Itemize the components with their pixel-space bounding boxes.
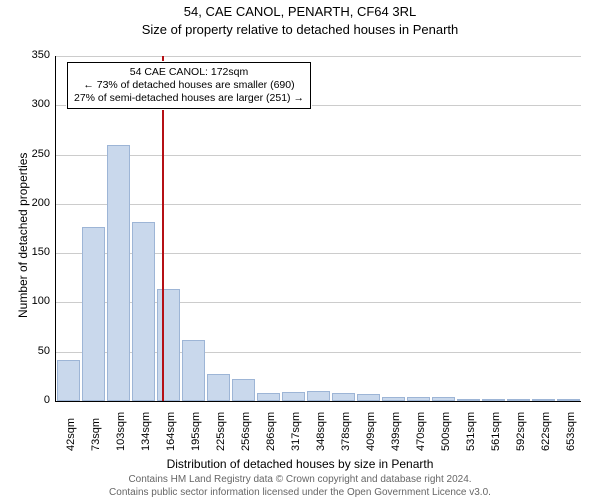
y-tick-label: 50 [38,345,50,357]
x-tick-label: 195sqm [190,412,202,451]
x-tick-label: 622sqm [540,412,552,451]
legend-line3: 27% of semi-detached houses are larger (… [74,92,304,105]
x-tick-label: 653sqm [565,412,577,451]
y-tick-label: 250 [32,148,50,160]
x-tick-label: 500sqm [440,412,452,451]
footnote-line1: Contains HM Land Registry data © Crown c… [0,474,600,485]
x-tick-label: 164sqm [165,412,177,451]
chart-title: 54, CAE CANOL, PENARTH, CF64 3RL [0,4,600,19]
gridline [56,155,581,156]
histogram-bar [382,397,406,401]
histogram-bar [132,222,156,401]
histogram-bar [332,393,356,401]
legend-box: 54 CAE CANOL: 172sqm← 73% of detached ho… [67,62,311,109]
x-tick-label: 73sqm [90,418,102,451]
y-tick-label: 100 [32,295,50,307]
histogram-bar [82,227,106,401]
x-tick-label: 317sqm [290,412,302,451]
y-axis-label: Number of detached properties [16,153,30,318]
gridline [56,204,581,205]
histogram-bar [457,399,481,401]
x-tick-label: 348sqm [315,412,327,451]
x-axis-label: Distribution of detached houses by size … [0,457,600,471]
x-tick-label: 592sqm [515,412,527,451]
histogram-bar [357,394,381,401]
gridline [56,56,581,57]
histogram-bar [532,399,556,401]
y-tick-label: 0 [44,394,50,406]
y-tick-label: 200 [32,197,50,209]
histogram-bar [232,379,256,401]
footnote-line2: Contains public sector information licen… [0,487,600,498]
x-tick-label: 470sqm [415,412,427,451]
histogram-bar [107,145,131,401]
legend-line2: ← 73% of detached houses are smaller (69… [74,79,304,92]
x-tick-label: 561sqm [490,412,502,451]
histogram-bar [482,399,506,401]
x-tick-label: 42sqm [65,418,77,451]
histogram-bar [157,289,181,401]
chart-subtitle: Size of property relative to detached ho… [0,22,600,37]
x-tick-label: 531sqm [465,412,477,451]
histogram-bar [557,399,581,401]
histogram-bar [207,374,231,401]
histogram-bar [307,391,331,401]
histogram-bar [407,397,431,401]
histogram-bar [57,360,81,401]
y-tick-label: 350 [32,49,50,61]
x-tick-label: 439sqm [390,412,402,451]
histogram-bar [257,393,281,401]
histogram-bar [282,392,306,401]
x-tick-label: 286sqm [265,412,277,451]
y-tick-label: 150 [32,246,50,258]
x-tick-label: 225sqm [215,412,227,451]
x-tick-label: 378sqm [340,412,352,451]
histogram-bar [432,397,456,401]
x-tick-label: 103sqm [115,412,127,451]
x-tick-label: 409sqm [365,412,377,451]
x-tick-label: 134sqm [140,412,152,451]
y-tick-label: 300 [32,98,50,110]
legend-line1: 54 CAE CANOL: 172sqm [74,66,304,79]
x-tick-label: 256sqm [240,412,252,451]
histogram-bar [182,340,206,401]
histogram-bar [507,399,531,401]
